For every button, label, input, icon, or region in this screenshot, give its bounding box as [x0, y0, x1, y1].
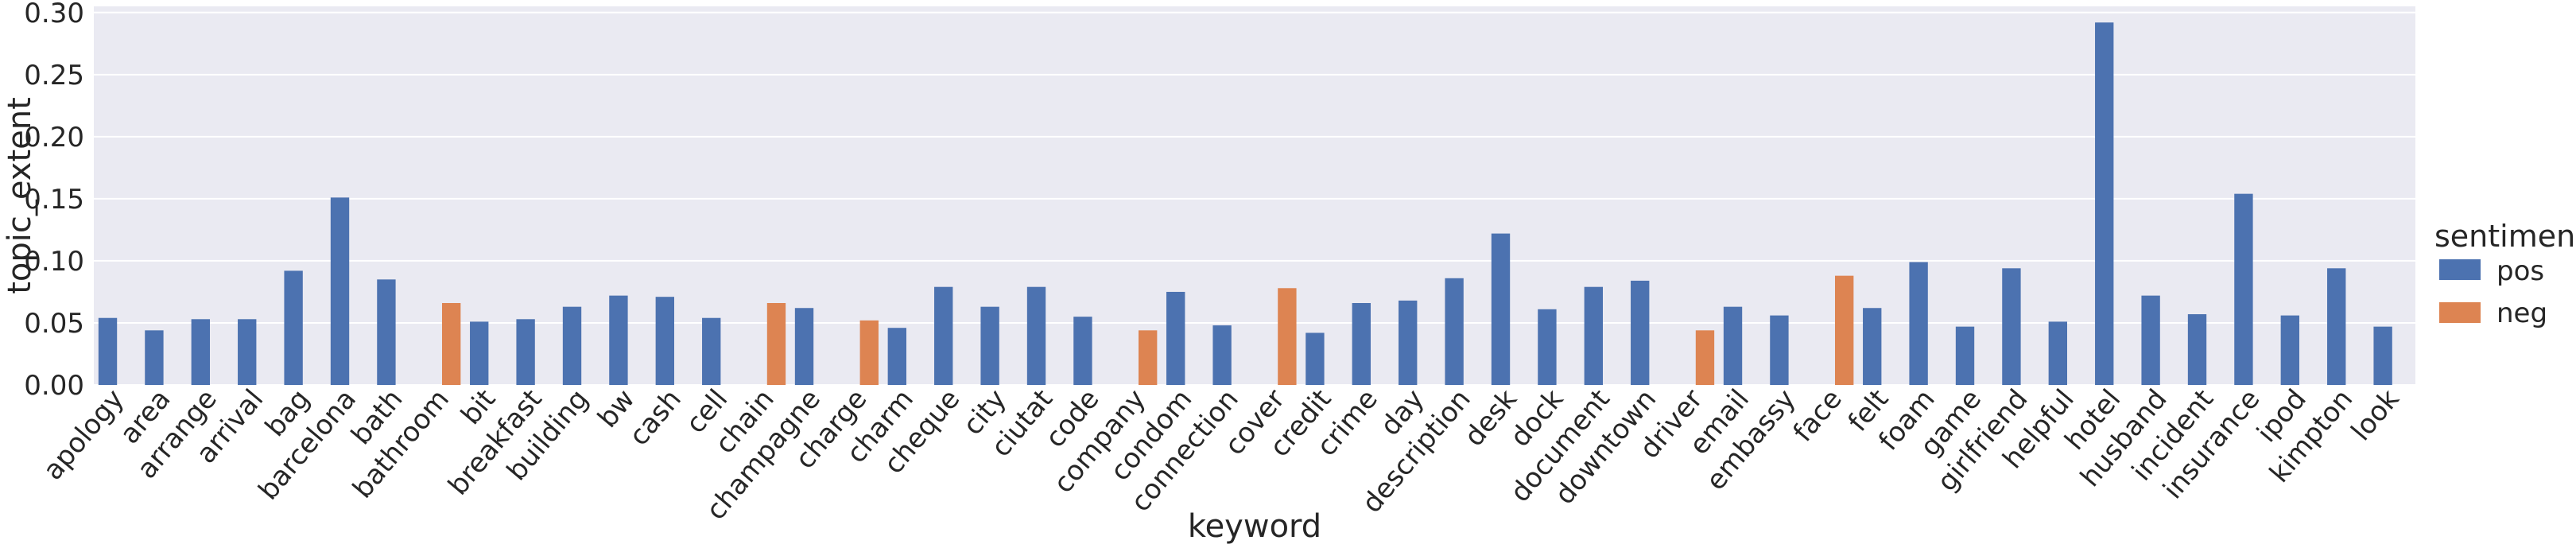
x-tick-label: face: [1787, 383, 1849, 448]
bar-pos-building: [562, 306, 582, 385]
bar-pos-game: [1955, 326, 1975, 385]
legend-label-neg: neg: [2496, 297, 2547, 329]
bar-pos-connection: [1212, 325, 1232, 385]
bar-neg-driver: [1695, 330, 1715, 385]
legend-swatch-pos: [2439, 259, 2481, 280]
bar-neg-cover: [1278, 288, 1297, 385]
bar-pos-barcelona: [330, 197, 350, 385]
bar-pos-hotel: [2095, 22, 2114, 386]
bar-pos-city: [980, 306, 999, 385]
bar-neg-chain: [766, 302, 786, 385]
bar-pos-bit: [470, 321, 489, 385]
bar-pos-area: [145, 330, 164, 385]
bar-pos-arrange: [191, 319, 210, 385]
bar-pos-code: [1073, 317, 1092, 385]
bar-pos-cheque: [934, 286, 953, 385]
bar-pos-day: [1399, 300, 1418, 385]
bar-neg-bathroom: [442, 302, 461, 385]
x-tick-labels: apologyareaarrangearrivalbagbarcelonabat…: [37, 383, 2406, 527]
bar-pos-incident: [2187, 314, 2207, 385]
bar-pos-embassy: [1770, 315, 1789, 385]
bar-pos-breakfast: [516, 319, 535, 385]
legend: sentiment pos neg: [2434, 219, 2576, 329]
bar-pos-husband: [2141, 295, 2160, 385]
x-axis-label: keyword: [1188, 508, 1321, 545]
bar-pos-bag: [284, 270, 303, 385]
bar-pos-bw: [609, 295, 628, 385]
bar-pos-crime: [1352, 302, 1371, 385]
y-tick-label: 0.10: [24, 246, 84, 278]
bars: [98, 22, 2392, 386]
y-axis-label: topic_extent: [2, 97, 38, 294]
legend-title: sentiment: [2434, 219, 2576, 254]
bar-pos-downtown: [1631, 280, 1650, 385]
bar-pos-bath: [377, 279, 396, 385]
bar-neg-company: [1139, 330, 1158, 385]
bar-neg-charge: [859, 320, 879, 385]
bar-pos-girlfriend: [2002, 268, 2021, 385]
bar-pos-dock: [1538, 309, 1557, 385]
bar-pos-champagne: [794, 308, 814, 385]
bar-pos-cell: [702, 317, 721, 385]
bar-pos-arrival: [238, 319, 257, 385]
legend-swatch-neg: [2439, 302, 2481, 323]
bar-pos-ciutat: [1026, 286, 1046, 385]
bar-pos-document: [1584, 286, 1603, 385]
bar-pos-ipod: [2280, 315, 2299, 385]
y-tick-labels: 0.00 0.05 0.10 0.15 0.20 0.25 0.30: [24, 0, 84, 402]
bar-pos-description: [1445, 278, 1464, 385]
legend-label-pos: pos: [2496, 255, 2544, 287]
x-tick-label: desk: [1458, 383, 1523, 453]
bar-pos-cash: [655, 297, 674, 385]
bar-pos-desk: [1491, 233, 1511, 385]
x-tick-label: look: [2345, 383, 2406, 447]
bar-pos-felt: [1863, 308, 1882, 385]
y-tick-label: 0.20: [24, 122, 84, 154]
y-tick-label: 0.00: [24, 370, 84, 402]
x-tick-label: cash: [623, 383, 688, 452]
bar-neg-face: [1835, 275, 1854, 385]
y-tick-label: 0.30: [24, 0, 84, 29]
bar-pos-condom: [1166, 291, 1185, 385]
bar-pos-look: [2373, 326, 2392, 385]
bar-pos-credit: [1305, 332, 1325, 385]
bar-pos-email: [1723, 306, 1743, 385]
bar-pos-charm: [887, 328, 906, 385]
y-tick-label: 0.05: [24, 308, 84, 340]
y-tick-label: 0.25: [24, 60, 84, 91]
bar-pos-foam: [1909, 262, 1928, 385]
y-tick-label: 0.15: [24, 184, 84, 216]
bar-pos-apology: [98, 317, 118, 385]
bar-pos-insurance: [2234, 193, 2253, 385]
bar-pos-kimpton: [2327, 268, 2346, 385]
bar-pos-helpful: [2048, 321, 2067, 385]
